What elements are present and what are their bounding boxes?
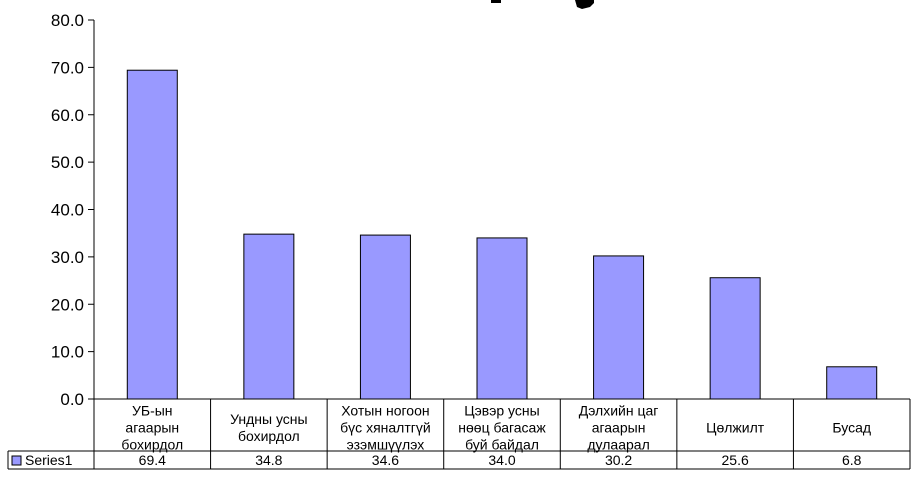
category-label: дулаарал bbox=[587, 437, 649, 453]
series-name: Series1 bbox=[25, 452, 73, 468]
title-fragment-right bbox=[575, 0, 594, 9]
category-label: Дэлхийн цаг bbox=[579, 403, 659, 419]
category-label: эзэмшүүлэх bbox=[347, 437, 425, 453]
y-tick-label: 30.0 bbox=[51, 248, 84, 267]
bar bbox=[476, 237, 528, 400]
y-tick-label: 20.0 bbox=[51, 295, 84, 314]
category-label: УБ-ын bbox=[132, 403, 173, 419]
y-tick-label: 80.0 bbox=[51, 11, 84, 30]
data-table-value: 34.8 bbox=[255, 452, 282, 468]
bars bbox=[126, 69, 878, 400]
bar bbox=[826, 366, 878, 400]
category-label: Хотын ногоон bbox=[341, 403, 429, 419]
category-label: бохирдол bbox=[238, 428, 300, 444]
legend-key bbox=[11, 455, 22, 466]
category-label: нөөц багасаж bbox=[458, 420, 546, 436]
data-table-value: 30.2 bbox=[605, 452, 632, 468]
bar bbox=[359, 234, 411, 400]
category-label: Цэвэр усны bbox=[464, 403, 539, 419]
category-label: агаарын bbox=[592, 420, 646, 436]
y-tick-label: 10.0 bbox=[51, 343, 84, 362]
data-table-value: 6.8 bbox=[842, 452, 862, 468]
y-axis: 0.0 10.0 20.0 30.0 40.0 50.0 60.0 70.0 80.0 bbox=[51, 11, 95, 409]
category-label: Цөлжилт bbox=[706, 420, 765, 436]
y-tick-label: 40.0 bbox=[51, 201, 84, 220]
category-label: бүс хяналтгүй bbox=[340, 420, 431, 436]
y-tick-label: 60.0 bbox=[51, 106, 84, 125]
y-tick-label: 50.0 bbox=[51, 153, 84, 172]
category-label: агаарын bbox=[125, 420, 179, 436]
data-table-value: 34.0 bbox=[488, 452, 515, 468]
category-label: Бусад bbox=[832, 420, 871, 436]
data-table-value: 69.4 bbox=[139, 452, 166, 468]
category-label: бохирдол bbox=[121, 437, 183, 453]
category-label: буй байдал bbox=[465, 437, 539, 453]
data-table-value: 34.6 bbox=[372, 452, 399, 468]
title-fragment-left bbox=[491, 0, 501, 3]
y-tick-label: 0.0 bbox=[60, 390, 84, 409]
bar bbox=[126, 69, 178, 400]
y-tick-label: 70.0 bbox=[51, 58, 84, 77]
category-label: Ундны усны bbox=[230, 411, 308, 427]
bar bbox=[593, 255, 645, 400]
bar bbox=[709, 277, 761, 400]
data-table-value: 25.6 bbox=[722, 452, 749, 468]
bar bbox=[243, 233, 295, 400]
